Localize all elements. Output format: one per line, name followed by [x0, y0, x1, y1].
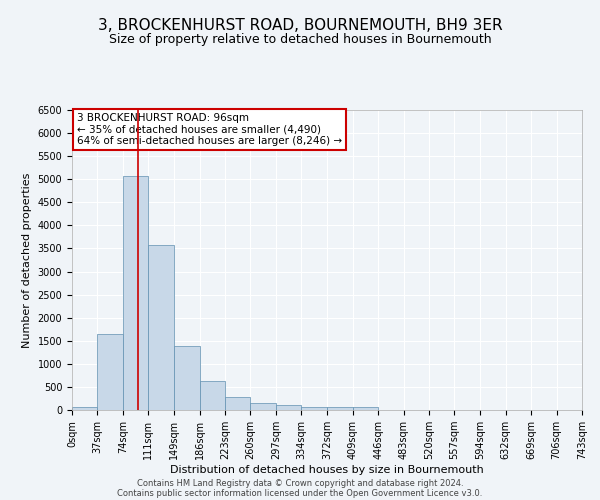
Bar: [225, 396, 250, 410]
Text: 3 BROCKENHURST ROAD: 96sqm
← 35% of detached houses are smaller (4,490)
64% of s: 3 BROCKENHURST ROAD: 96sqm ← 35% of deta…: [77, 113, 342, 146]
Bar: [148, 245, 174, 410]
Bar: [123, 176, 148, 410]
Text: Size of property relative to detached houses in Bournemouth: Size of property relative to detached ho…: [109, 32, 491, 46]
Y-axis label: Number of detached properties: Number of detached properties: [22, 172, 32, 348]
Bar: [353, 408, 378, 410]
Bar: [301, 407, 328, 410]
Bar: [250, 403, 276, 410]
Bar: [276, 405, 301, 410]
Bar: [328, 408, 353, 410]
Bar: [174, 346, 200, 410]
Text: Contains public sector information licensed under the Open Government Licence v3: Contains public sector information licen…: [118, 488, 482, 498]
X-axis label: Distribution of detached houses by size in Bournemouth: Distribution of detached houses by size …: [170, 465, 484, 475]
Bar: [97, 334, 123, 410]
Text: Contains HM Land Registry data © Crown copyright and database right 2024.: Contains HM Land Registry data © Crown c…: [137, 478, 463, 488]
Bar: [72, 406, 97, 410]
Bar: [200, 382, 225, 410]
Text: 3, BROCKENHURST ROAD, BOURNEMOUTH, BH9 3ER: 3, BROCKENHURST ROAD, BOURNEMOUTH, BH9 3…: [98, 18, 502, 32]
